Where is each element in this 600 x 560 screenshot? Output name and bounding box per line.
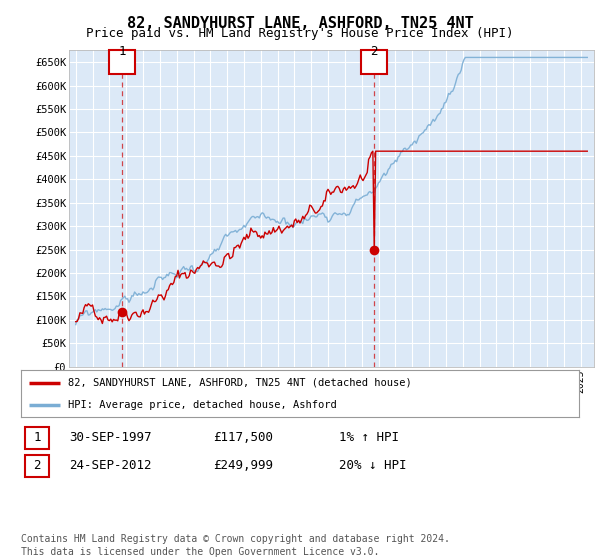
Text: 1% ↑ HPI: 1% ↑ HPI	[339, 431, 399, 445]
Text: 24-SEP-2012: 24-SEP-2012	[69, 459, 151, 473]
Text: 1: 1	[118, 45, 126, 58]
Text: Price paid vs. HM Land Registry's House Price Index (HPI): Price paid vs. HM Land Registry's House …	[86, 27, 514, 40]
Text: HPI: Average price, detached house, Ashford: HPI: Average price, detached house, Ashf…	[68, 400, 337, 410]
Text: 2: 2	[370, 45, 378, 58]
Text: £249,999: £249,999	[213, 459, 273, 473]
Text: 30-SEP-1997: 30-SEP-1997	[69, 431, 151, 445]
Text: Contains HM Land Registry data © Crown copyright and database right 2024.
This d: Contains HM Land Registry data © Crown c…	[21, 534, 450, 557]
Text: 2: 2	[34, 459, 41, 473]
Text: £117,500: £117,500	[213, 431, 273, 445]
Text: 82, SANDYHURST LANE, ASHFORD, TN25 4NT: 82, SANDYHURST LANE, ASHFORD, TN25 4NT	[127, 16, 473, 31]
Text: 1: 1	[34, 431, 41, 445]
Text: 82, SANDYHURST LANE, ASHFORD, TN25 4NT (detached house): 82, SANDYHURST LANE, ASHFORD, TN25 4NT (…	[68, 378, 412, 388]
Text: 20% ↓ HPI: 20% ↓ HPI	[339, 459, 407, 473]
